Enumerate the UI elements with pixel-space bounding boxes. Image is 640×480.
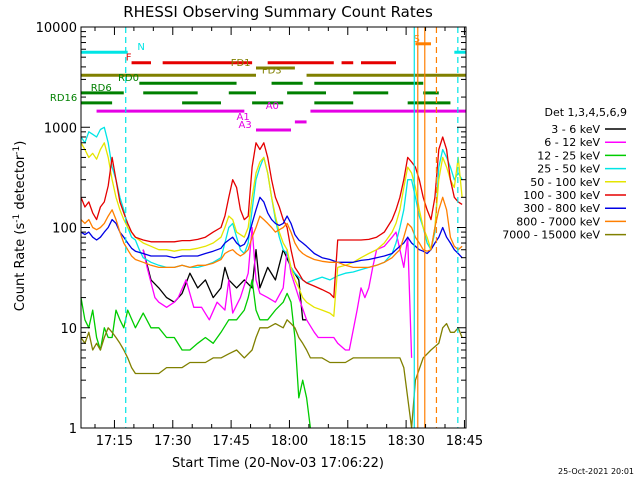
legend-entry-label: 800 - 7000 keV: [516, 215, 600, 228]
series-line: [142, 226, 413, 358]
status-bar-label: RD16: [50, 93, 77, 104]
x-tick-label: 18:45: [446, 434, 483, 449]
y-tick-label: 10: [60, 322, 77, 337]
data-series: [80, 126, 463, 429]
status-bar-label: F: [126, 53, 132, 64]
y-tick-label: 1: [69, 422, 77, 437]
status-bar-label: N: [137, 42, 144, 53]
status-bar-label: S: [414, 34, 420, 45]
x-tick-label: 17:15: [96, 434, 133, 449]
status-bar-label: FD3: [262, 65, 282, 76]
legend-entry-label: 100 - 300 keV: [523, 189, 600, 202]
y-tick-label: 100: [52, 222, 77, 237]
legend-entry-label: 300 - 800 keV: [523, 202, 600, 215]
legend-title: Det 1,3,4,5,6,9: [544, 106, 627, 119]
x-tick-label: 17:30: [154, 434, 191, 449]
status-bar-label: A0: [266, 101, 279, 112]
legend-entry-label: 12 - 25 keV: [537, 149, 600, 162]
legend-entry-label: 6 - 12 keV: [544, 136, 600, 149]
axes: 17:15 17:30 17:45 18:00 18:15 18:30 18:45 1 10 10…: [36, 21, 484, 449]
x-axis-label: Start Time (20-Nov-03 17:06:22): [172, 456, 384, 471]
y-tick-label: 1000: [44, 121, 77, 136]
series-line: [80, 279, 312, 429]
footer-date: 25-Oct-2021 20:01: [558, 467, 634, 476]
series-line: [80, 136, 463, 299]
legend-entry-label: 25 - 50 keV: [537, 163, 600, 176]
legend-entry-label: 7000 - 15000 keV: [502, 229, 600, 242]
x-tick-label: 18:15: [329, 434, 366, 449]
series-line: [80, 319, 463, 429]
status-bar-label: RD6: [91, 83, 112, 94]
status-bar-label: FD1: [231, 58, 251, 69]
y-tick-label: 10000: [36, 21, 77, 36]
plot-frame: [80, 26, 467, 429]
x-tick-label: 18:00: [271, 434, 308, 449]
status-bar-label: A1: [237, 112, 250, 123]
chart-title: RHESSI Observing Summary Count Rates: [123, 3, 433, 21]
x-tick-label: 17:45: [212, 434, 249, 449]
legend-entry-label: 50 - 100 keV: [530, 176, 600, 189]
status-bar-label: RD0: [118, 73, 139, 84]
legend-entry-label: 3 - 6 keV: [551, 123, 600, 136]
series-line: [80, 196, 463, 269]
series-line: [80, 196, 463, 263]
y-axis-label: Count Rate (s-1 detector-1): [12, 141, 28, 312]
series-line: [80, 142, 463, 317]
status-bar-label: A3: [239, 120, 252, 131]
x-tick-label: 18:30: [387, 434, 424, 449]
